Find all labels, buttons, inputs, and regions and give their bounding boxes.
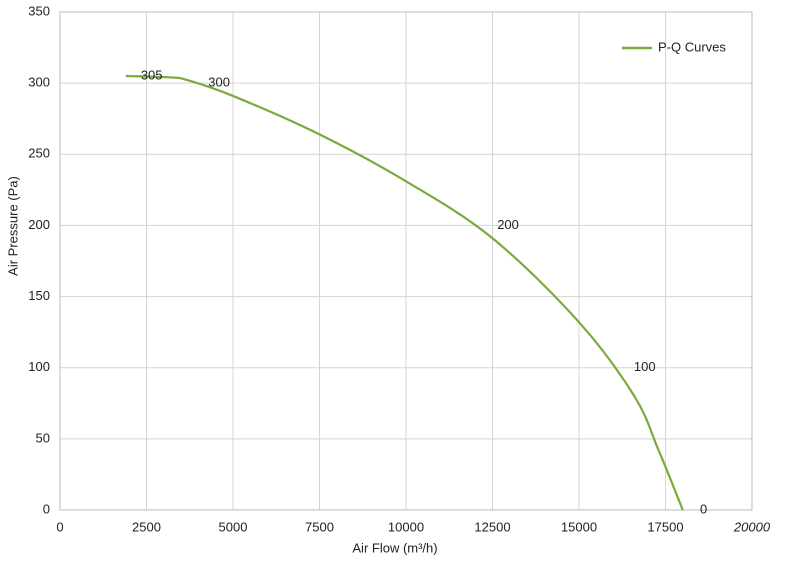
x-tick-label: 12500 [474,519,510,534]
x-tick-label: 2500 [132,519,161,534]
y-tick-label: 0 [43,501,50,516]
y-axis-label: Air Pressure (Pa) [5,176,20,276]
data-label: 305 [141,67,163,82]
data-label: 300 [208,75,230,90]
y-tick-label: 350 [28,3,50,18]
y-tick-label: 100 [28,359,50,374]
legend-label: P-Q Curves [658,39,726,54]
data-label: 100 [634,359,656,374]
x-tick-label: 10000 [388,519,424,534]
x-tick-label: 17500 [647,519,683,534]
y-tick-label: 150 [28,288,50,303]
x-tick-label: 5000 [219,519,248,534]
y-tick-label: 50 [36,430,50,445]
x-tick-label: 15000 [561,519,597,534]
y-tick-label: 300 [28,75,50,90]
data-line [125,74,684,511]
plot-border [59,11,753,511]
data-label: 200 [497,217,519,232]
y-tick-label: 200 [28,217,50,232]
y-tick-label: 250 [28,146,50,161]
data-label: 0 [700,501,707,516]
x-axis-label: Air Flow (m³/h) [352,540,437,555]
x-tick-label: 7500 [305,519,334,534]
x-tick-label: 0 [56,519,63,534]
x-tick-label: 20000 [733,519,771,534]
